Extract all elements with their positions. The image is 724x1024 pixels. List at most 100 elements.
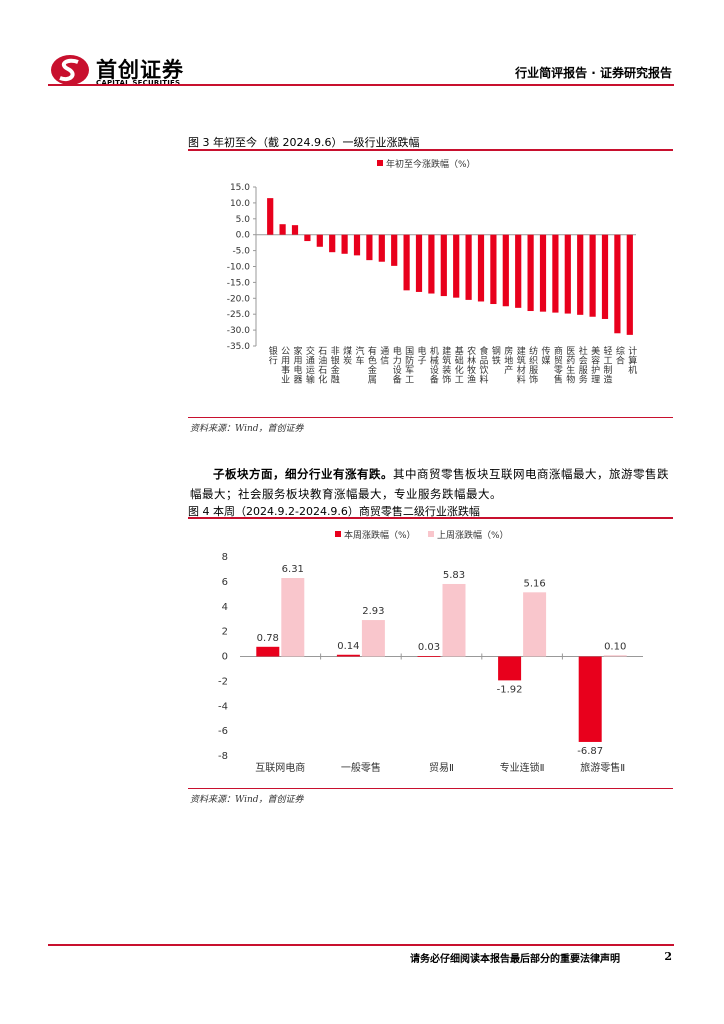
legend-label-this-week: 本周涨跌幅（%） <box>344 529 416 541</box>
bar <box>304 234 311 242</box>
figure3-source: 资料来源：Wind，首创证券 <box>190 424 304 434</box>
y-tick-label: -6 <box>218 726 228 737</box>
figure3-top-rule <box>188 149 673 151</box>
bar <box>552 234 559 313</box>
footer-disclaimer: 请务必仔细阅读本报告最后部分的重要法律声明 <box>410 954 620 965</box>
bar <box>291 225 299 235</box>
figure3-title: 图 3 年初至今（截 2024.9.6）一级行业涨跌幅 <box>188 136 420 149</box>
figure4-title: 图 4 本周（2024.9.2-2024.9.6）商贸零售二级行业涨跌幅 <box>188 505 480 518</box>
y-tick-label: 8 <box>222 552 228 563</box>
bar <box>539 234 547 312</box>
x-tick-label: 美容护理 <box>591 345 600 386</box>
page-number: 2 <box>664 950 672 963</box>
bar <box>626 234 633 335</box>
x-tick-label: 基础化工 <box>455 345 464 386</box>
x-tick-label: 石油石化 <box>318 347 327 386</box>
bar <box>267 198 274 235</box>
bar <box>465 234 472 300</box>
x-tick-label: 商贸零售 <box>554 345 563 386</box>
bar <box>336 654 360 657</box>
bar <box>316 234 323 247</box>
logo-s-icon <box>51 55 89 85</box>
report-type: 行业简评报告 · 证券研究报告 <box>515 66 672 80</box>
figure4-source: 资料来源：Wind，首创证券 <box>190 795 304 805</box>
x-tick-label: 汽车 <box>355 345 364 367</box>
x-tick-label: 电子 <box>417 345 426 367</box>
brand-logo <box>48 52 198 92</box>
footer-divider <box>48 944 674 946</box>
data-label: 6.31 <box>282 564 304 575</box>
figure4-bottom-rule <box>188 788 673 789</box>
figure3-chart: 年初至今涨跌幅（%） 15.0 10.0 5.0 0.0 -5.0 -10.0 -15.0 -2… <box>188 152 673 416</box>
x-tick-label: 旅游零售Ⅱ <box>580 761 625 774</box>
bar <box>341 234 348 254</box>
data-label: 0.78 <box>257 633 279 644</box>
data-label: 5.16 <box>523 578 545 589</box>
x-tick-label: 公用事业 <box>281 346 290 386</box>
legend-swatch <box>377 160 383 166</box>
paragraph-body: 其中商贸零售板块互联网电商涨幅最大，旅游零售跌幅最大；社会服务板块教育涨幅最大，… <box>190 467 669 501</box>
x-tick-label: 医药生物 <box>566 346 575 386</box>
bar <box>378 234 385 262</box>
bar <box>279 224 286 235</box>
y-tick-label: -2 <box>218 676 228 687</box>
bar <box>440 234 447 297</box>
x-tick-label: 非银金融 <box>331 345 340 386</box>
bar <box>361 620 385 657</box>
x-tick-label: 钢铁 <box>492 345 501 367</box>
figure4-svg: 本周涨跌幅（%） 上周涨跌幅（%） 8 6 4 2 0 -2 -4 -6 -8 互联网电商 0.78 6.… <box>218 529 643 774</box>
y-tick-label: 2 <box>222 627 228 638</box>
x-tick-label: 国防军工 <box>405 346 414 386</box>
bar <box>353 234 361 256</box>
paragraph-lead: 子板块方面，细分行业有涨有跌。 <box>213 467 393 481</box>
y-tick-label: 4 <box>222 602 228 613</box>
bar <box>453 234 460 298</box>
data-label: -6.87 <box>577 746 603 757</box>
data-label: 0.14 <box>337 641 359 652</box>
y-tick-label: -35.0 <box>227 342 251 352</box>
x-tick-label: 轻工制造 <box>603 345 612 386</box>
x-tick-label: 食品饮料 <box>479 345 488 386</box>
y-tick-label: 15.0 <box>230 183 250 193</box>
bar <box>256 646 280 657</box>
x-tick-label: 电力设备 <box>393 345 402 386</box>
figure3-svg: 年初至今涨跌幅（%） 15.0 10.0 5.0 0.0 -5.0 -10.0 -15.0 -2… <box>227 158 638 386</box>
y-tick-label: -20.0 <box>227 294 251 304</box>
figure4-top-rule <box>188 517 673 519</box>
bar <box>527 234 534 312</box>
x-tick-label: 通信 <box>380 346 389 367</box>
bar <box>490 234 497 305</box>
logo-text-cn: 首创证券 <box>96 58 184 82</box>
y-tick-label: 0.0 <box>236 231 251 241</box>
x-tick-label: 煤炭 <box>343 345 352 367</box>
x-tick-label: 传媒 <box>541 345 550 367</box>
x-tick-label: 综合 <box>616 345 625 367</box>
bar <box>523 592 547 657</box>
x-tick-label: 贸易Ⅱ <box>429 762 454 774</box>
x-tick-label: 有色金属 <box>368 345 377 386</box>
bar <box>366 234 373 261</box>
bar <box>578 656 602 742</box>
y-tick-label: -8 <box>218 751 228 762</box>
bar <box>601 234 609 319</box>
x-tick-label: 房地产 <box>504 345 513 376</box>
bar <box>329 234 336 253</box>
y-tick-label: -10.0 <box>227 263 251 273</box>
x-tick-label: 农林牧渔 <box>467 345 476 386</box>
legend-swatch-last-week <box>428 531 434 537</box>
bar <box>564 234 571 314</box>
x-tick-label: 建筑材料 <box>517 345 526 386</box>
y-tick-label: 10.0 <box>230 199 250 209</box>
y-tick-label: -15.0 <box>227 278 251 288</box>
legend-label: 年初至今涨跌幅（%） <box>386 158 476 170</box>
data-label: 0.03 <box>418 642 440 653</box>
y-tick-label: 6 <box>222 577 228 588</box>
x-tick-label: 纺织服饰 <box>529 345 538 386</box>
bar <box>415 234 423 292</box>
x-tick-label: 建筑装饰 <box>442 345 451 386</box>
y-tick-label: -25.0 <box>227 310 251 320</box>
data-label: 5.83 <box>443 570 465 581</box>
legend-swatch-this-week <box>335 531 341 537</box>
bar <box>502 234 509 307</box>
figure4-chart: 本周涨跌幅（%） 上周涨跌幅（%） 8 6 4 2 0 -2 -4 -6 -8 互联网电商 0.78 6.… <box>188 520 673 788</box>
